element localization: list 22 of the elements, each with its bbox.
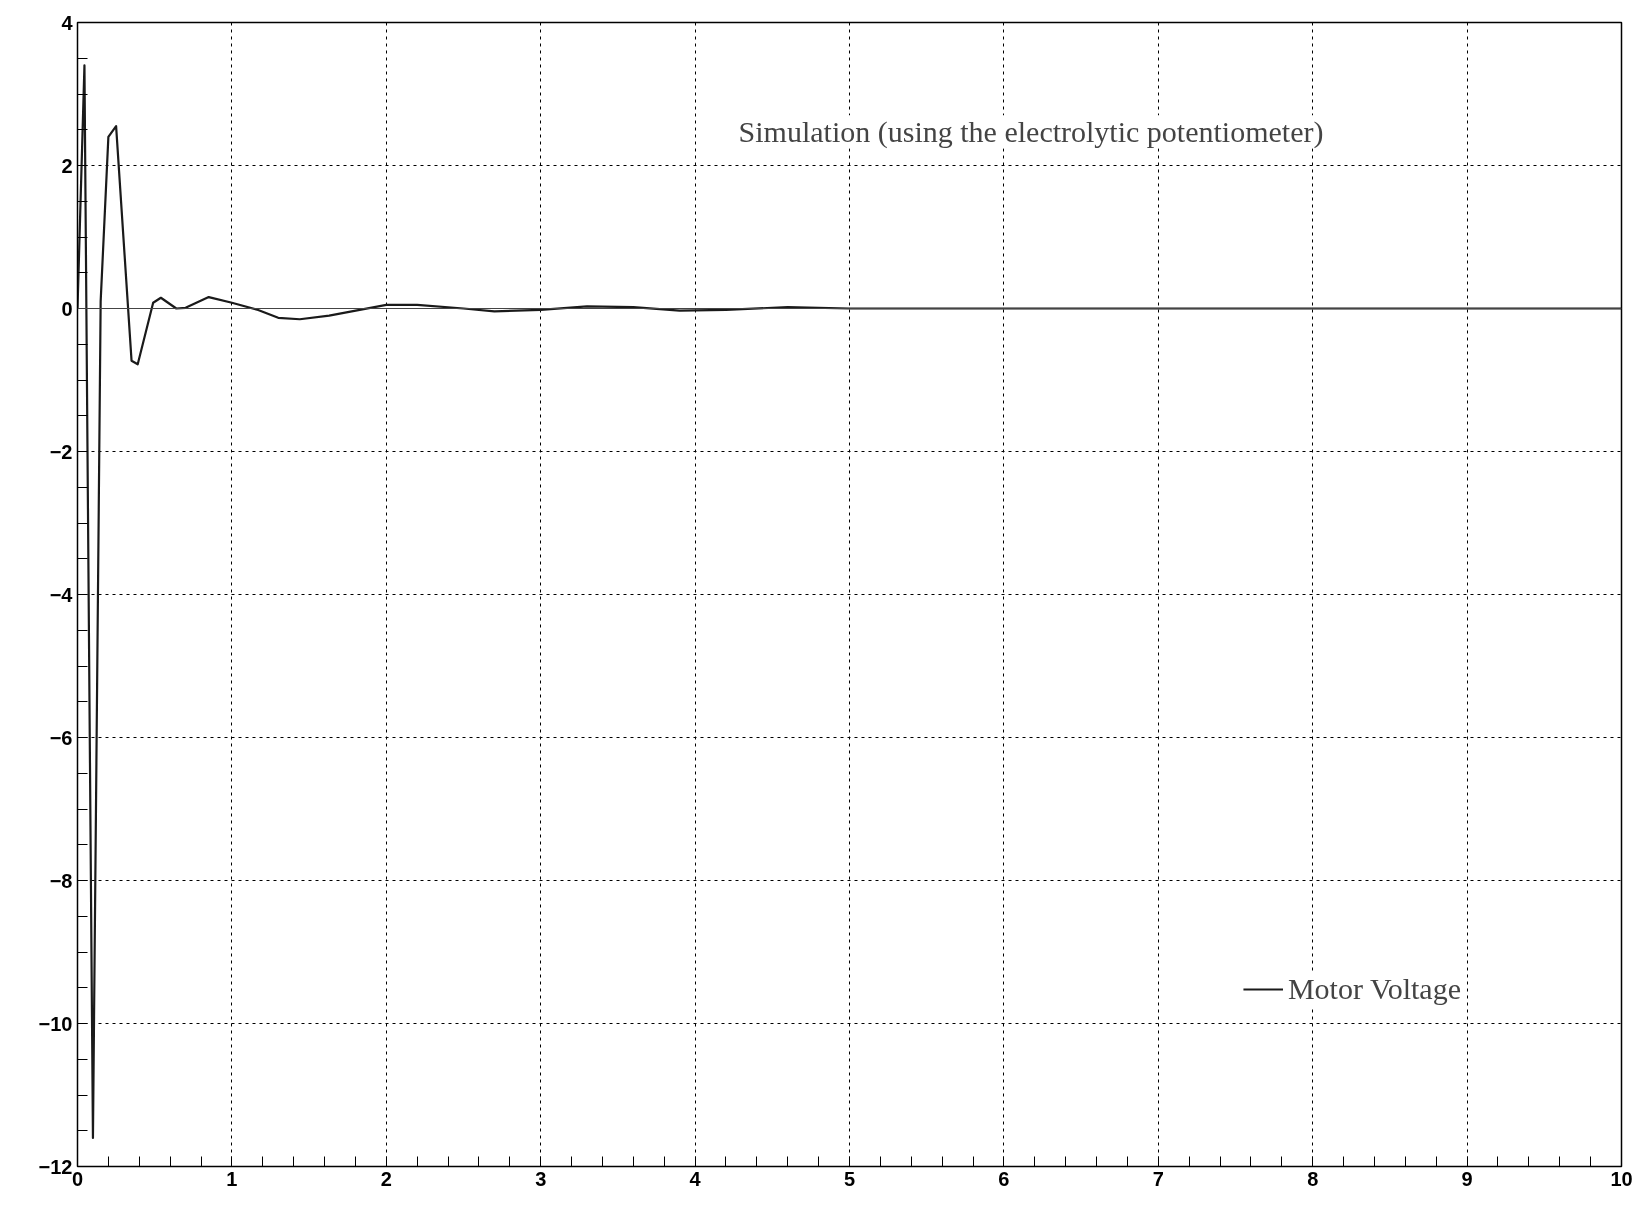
y-tick-label: 0 bbox=[61, 297, 73, 320]
x-tick-label: 8 bbox=[1307, 1167, 1319, 1190]
x-tick-label: 3 bbox=[535, 1167, 547, 1190]
x-tick-label: 6 bbox=[998, 1167, 1010, 1190]
y-tick-label: 4 bbox=[61, 11, 74, 34]
legend-label: Motor Voltage bbox=[1287, 972, 1461, 1006]
y-tick-label: −10 bbox=[38, 1012, 73, 1035]
x-tick-label: 9 bbox=[1461, 1167, 1473, 1190]
x-tick-label: 7 bbox=[1152, 1167, 1164, 1190]
line-series bbox=[77, 64, 1622, 1139]
y-tick-label: −4 bbox=[49, 583, 74, 606]
y-tick-label: −2 bbox=[49, 440, 73, 463]
x-tick-label: 2 bbox=[380, 1167, 392, 1190]
text: Simulation (using the electrolytic potentiometer) bbox=[738, 115, 1324, 150]
y-tick-label: −8 bbox=[49, 869, 73, 892]
y-tick-label: −12 bbox=[38, 1155, 73, 1178]
x-tick-label: 5 bbox=[843, 1167, 856, 1190]
x-tick-label: 4 bbox=[689, 1167, 702, 1190]
x-tick-label: 1 bbox=[226, 1167, 238, 1190]
x-tick-label: 10 bbox=[1610, 1167, 1633, 1190]
y-tick-label: 2 bbox=[61, 154, 73, 177]
y-tick-label: −6 bbox=[49, 726, 73, 749]
